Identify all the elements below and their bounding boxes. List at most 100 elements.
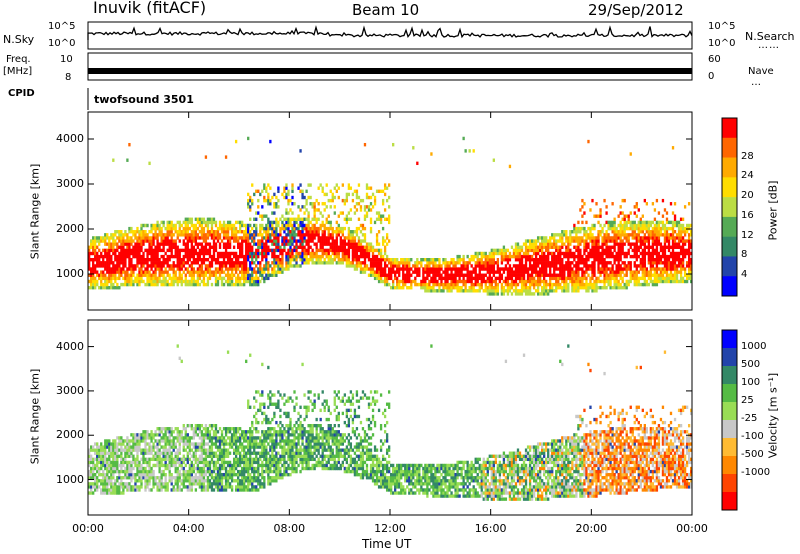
data-cell [430,152,433,156]
data-cell [247,202,250,206]
data-cell [253,267,256,271]
data-cell [311,254,314,259]
data-cell [675,279,679,284]
data-cell [178,264,181,268]
data-cell [190,251,193,256]
data-cell [583,282,586,287]
data-cell [106,285,109,290]
data-cell [261,236,264,240]
data-cell [657,273,661,277]
data-cell [577,285,580,290]
data-cell [651,245,655,249]
nave-key: … [751,77,762,88]
data-cell [247,226,250,231]
data-cell [241,220,244,225]
data-cell [234,279,238,284]
data-cell [359,245,363,249]
data-cell [218,245,222,249]
data-cell [152,242,155,246]
data-cell [621,226,624,231]
data-cell [228,239,232,243]
data-cell [313,254,316,259]
data-cell [192,233,195,237]
data-cell [615,230,618,234]
data-cell [251,202,254,206]
data-cell [512,264,516,268]
data-cell [142,261,145,265]
data-cell [158,276,161,281]
data-cell [202,245,206,249]
data-cell [363,208,367,212]
data-cell [261,258,264,262]
data-cell [182,239,185,243]
data-cell [184,230,187,234]
data-cell [587,282,590,287]
data-cell [508,267,512,271]
data-cell [210,282,214,287]
nsky-line [87,25,693,40]
data-cell [108,448,111,452]
data-cell [679,279,683,284]
data-cell [526,270,530,274]
data-cell [649,264,653,268]
data-cell [323,230,326,234]
data-cell [534,279,538,284]
data-cell [188,248,191,253]
data-cell [239,245,242,249]
data-cell [204,236,208,240]
data-cell [323,251,326,256]
data-cell [128,448,131,452]
data-cell [647,236,651,240]
data-cell [214,282,218,287]
data-cell [396,279,399,284]
data-cell [379,189,383,194]
data-cell [212,220,216,225]
data-cell [641,254,644,259]
data-cell [357,217,361,221]
data-cell [174,279,177,284]
data-cell [130,476,133,480]
data-cell [202,220,206,225]
data-cell [426,285,429,290]
data-cell [148,242,151,246]
data-cell [301,248,304,253]
data-cell [337,251,340,256]
data-cell [603,223,606,228]
data-cell [150,254,153,259]
data-cell [134,482,137,486]
data-cell [122,488,125,492]
data-cell [116,445,119,449]
data-cell [98,448,101,452]
data-cell [140,226,143,231]
data-cell [283,245,286,249]
data-cell [341,261,344,265]
data-cell [474,264,477,268]
data-cell [214,236,218,240]
data-cell [118,463,121,468]
data-cell [241,261,244,265]
data-cell [162,264,165,268]
data-cell [319,261,322,265]
data-cell [514,292,518,296]
data-cell [243,264,246,268]
data-cell [581,285,584,290]
data-cell [251,251,254,256]
data-cell [184,226,187,231]
data-cell [547,248,550,253]
data-cell [265,245,268,249]
data-cell [661,279,665,284]
data-cell [323,202,326,206]
data-cell [526,248,530,253]
data-cell [343,242,346,246]
data-cell [645,239,648,243]
data-cell [247,236,250,240]
data-cell [484,254,487,259]
data-cell [432,285,435,290]
data-cell [291,264,294,268]
data-cell [164,267,167,271]
data-cell [357,248,361,253]
data-cell [301,226,304,231]
data-cell [679,245,683,249]
data-cell [102,463,105,468]
data-cell [595,289,598,293]
